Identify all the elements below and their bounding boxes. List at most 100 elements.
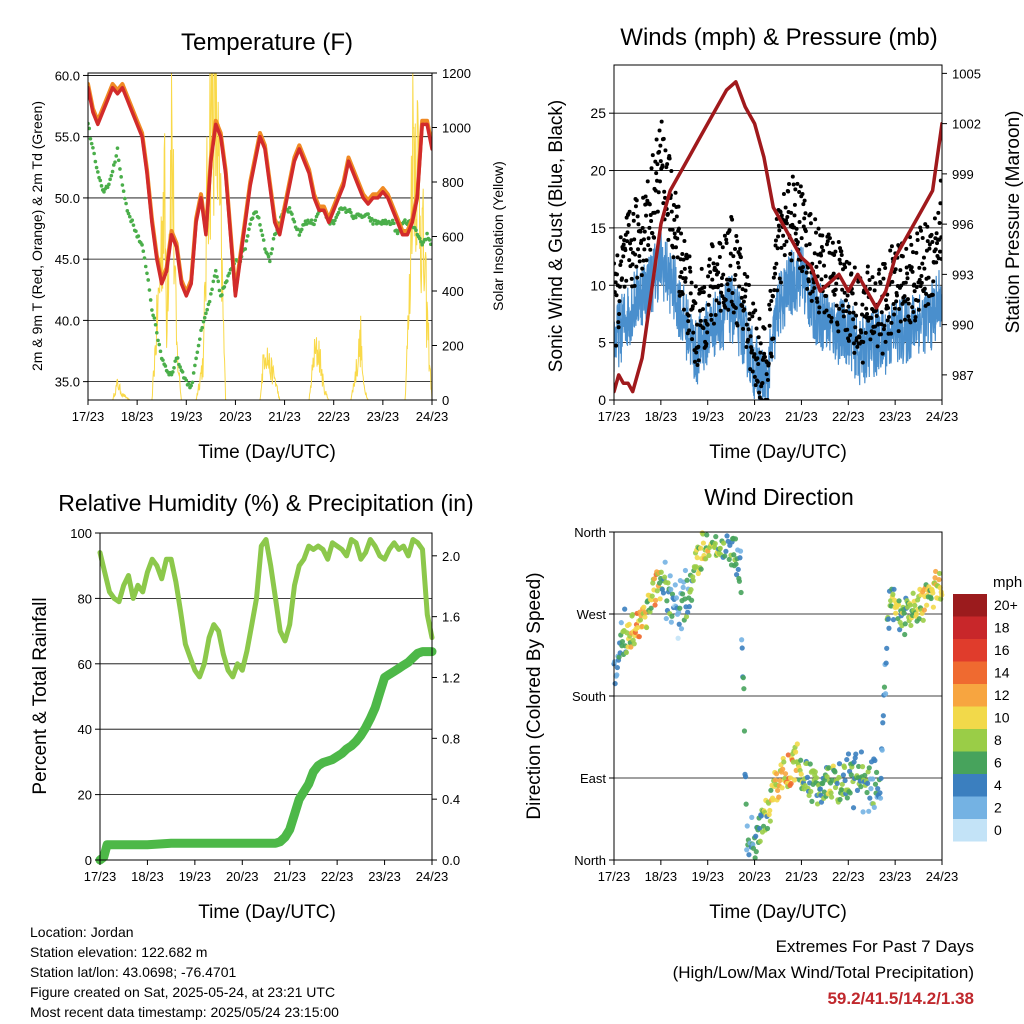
direction-point [864, 780, 871, 786]
direction-point [654, 588, 660, 594]
direction-point [888, 603, 894, 609]
winds-y2label: Station Pressure (Maroon) [1003, 111, 1024, 334]
dewpoint-point [112, 163, 116, 167]
gust-point [894, 299, 899, 304]
temperature-series [88, 73, 432, 400]
gust-point [711, 321, 716, 326]
direction-point [824, 774, 830, 780]
gust-point [639, 273, 644, 278]
dewpoint-point [274, 231, 278, 236]
colorbar-swatch [953, 684, 987, 707]
direction-point [658, 569, 664, 575]
gust-point [665, 211, 670, 216]
gust-point [800, 269, 805, 274]
gust-point [936, 210, 941, 215]
dewpoint-point [126, 211, 131, 216]
winds-title: Winds (mph) & Pressure (mb) [620, 24, 937, 51]
gust-point [647, 202, 652, 207]
gust-point [807, 242, 812, 247]
direction-point [844, 756, 850, 763]
gust-point [744, 322, 749, 327]
gust-point [762, 351, 767, 356]
gust-point [663, 148, 668, 153]
gust-point [922, 266, 927, 271]
gust-point [633, 252, 638, 257]
gust-point [904, 265, 909, 270]
gust-point [819, 245, 824, 250]
x-tick-label: 21/23 [785, 409, 818, 424]
humidity-x-ticks: 17/23 18/23 19/23 20/23 21/23 22/23 23/23 24/23 [84, 860, 448, 884]
dewpoint-point [89, 141, 94, 146]
direction-point [880, 720, 886, 726]
gust-point [726, 288, 731, 293]
direction-point [726, 556, 732, 562]
gust-point [773, 243, 778, 248]
gust-point [755, 356, 760, 361]
gust-point [933, 247, 938, 252]
dewpoint-point [417, 236, 422, 241]
gust-point [918, 225, 923, 230]
gust-point [879, 310, 884, 315]
direction-point [881, 684, 888, 690]
gust-point [798, 184, 803, 189]
direction-point [890, 591, 896, 597]
direction-point [829, 777, 835, 783]
y2-tick-label: 0.8 [442, 731, 460, 746]
gust-point [800, 191, 805, 196]
gust-point [831, 271, 836, 276]
gust-point [922, 286, 927, 291]
direction-point [872, 781, 879, 787]
gust-point [632, 283, 637, 288]
gust-point [626, 222, 631, 227]
dewpoint-point [243, 247, 248, 251]
gust-point [847, 261, 852, 266]
gust-point [724, 241, 729, 246]
direction-point [768, 787, 774, 793]
gust-point [937, 221, 942, 226]
dewpoint-point [266, 254, 271, 259]
direction-point [688, 587, 694, 593]
direction-point [888, 598, 894, 604]
x-tick-label: 19/23 [691, 869, 724, 884]
gust-point [851, 317, 856, 322]
direction-point [611, 659, 618, 665]
direction-point [794, 741, 800, 747]
gust-point [854, 313, 859, 318]
gust-point [723, 305, 728, 310]
dewpoint-point [131, 223, 136, 227]
gust-point [776, 234, 781, 239]
direction-point [886, 625, 892, 631]
direction-point [885, 616, 891, 622]
gust-point [733, 306, 738, 311]
direction-point [884, 645, 890, 651]
direction-point [739, 637, 745, 643]
direction-point [864, 789, 870, 796]
direction-point [860, 809, 866, 815]
humidity-ylabel: Percent & Total Rainfall [30, 597, 51, 794]
gust-point [711, 261, 716, 266]
dewpoint-point [268, 259, 272, 264]
dewpoint-point [195, 350, 200, 355]
dewpoint-point [175, 356, 180, 360]
x-tick-label: 21/23 [268, 409, 301, 424]
gust-point [686, 313, 691, 318]
gust-point [771, 275, 776, 280]
gust-point [919, 228, 924, 233]
gust-point [717, 255, 722, 260]
direction-point [629, 611, 636, 618]
dewpoint-point [172, 365, 176, 370]
gust-point [930, 240, 935, 245]
dewpoint-point [152, 316, 157, 320]
gust-point [718, 308, 723, 313]
humidity-y2-ticks: 2.0 1.6 1.2 0.8 0.4 0.0 [432, 549, 460, 868]
direction-point [872, 757, 878, 764]
direction-point [829, 794, 835, 800]
gust-point [916, 298, 921, 303]
gust-point [747, 317, 752, 322]
gust-point [823, 274, 828, 279]
direction-point [890, 617, 897, 623]
dewpoint-point [256, 215, 261, 220]
gust-point [784, 221, 789, 226]
gust-point [932, 216, 937, 221]
gust-point [722, 233, 727, 238]
